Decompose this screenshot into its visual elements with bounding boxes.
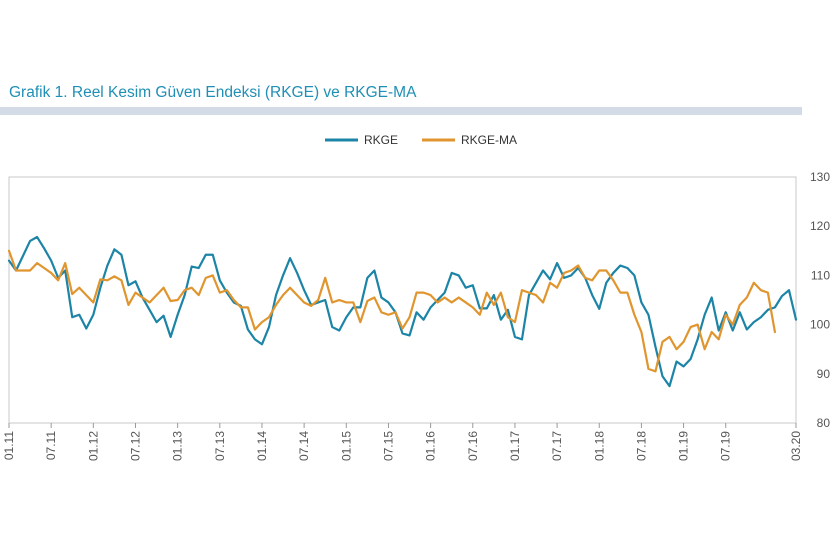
legend-label-rkge: RKGE	[364, 133, 398, 147]
x-tick-label: 01.13	[171, 431, 185, 461]
series-line-rkge	[7, 235, 798, 388]
series-line-rkge-ma	[7, 249, 777, 373]
legend-label-rkge-ma: RKGE-MA	[461, 133, 517, 147]
x-tick-label: 01.18	[592, 431, 606, 461]
y-tick-label: 120	[810, 219, 830, 233]
x-tick-label: 07.18	[634, 431, 648, 461]
legend: RKGE RKGE-MA	[325, 133, 517, 147]
plot-area-frame	[8, 176, 797, 424]
x-axis: 01.11 07.11 01.12 07.12 01.13 07.13 01.14 07.14…	[2, 423, 803, 461]
y-tick-label: 110	[811, 268, 830, 282]
y-tick-label: 130	[810, 170, 830, 184]
x-tick-label: 01.11	[2, 431, 16, 460]
x-tick-label: 01.19	[677, 431, 691, 461]
x-tick-label: 03.20	[789, 431, 803, 461]
x-tick-label: 01.17	[508, 431, 522, 461]
x-tick-label: 07.11	[44, 431, 58, 460]
x-tick-label: 07.12	[128, 431, 142, 461]
x-tick-label: 07.17	[550, 431, 564, 461]
title-divider	[0, 107, 802, 115]
x-tick-label: 01.16	[424, 431, 438, 461]
x-tick-label: 07.19	[719, 431, 733, 461]
series-group	[7, 235, 798, 388]
x-tick-label: 07.16	[466, 431, 480, 461]
y-tick-label: 80	[817, 416, 831, 430]
y-tick-label: 90	[817, 367, 831, 381]
x-tick-label: 01.12	[86, 431, 100, 461]
y-axis: 80 90 100 110 120 130	[810, 170, 830, 430]
x-tick-label: 01.14	[255, 431, 269, 461]
x-tick-label: 07.13	[213, 431, 227, 461]
x-tick-label: 07.14	[297, 431, 311, 461]
x-tick-label: 07.15	[381, 431, 395, 461]
x-tick-label: 01.15	[339, 431, 353, 461]
y-tick-label: 100	[810, 318, 830, 332]
chart-title: Grafik 1. Reel Kesim Güven Endeksi (RKGE…	[9, 84, 417, 101]
